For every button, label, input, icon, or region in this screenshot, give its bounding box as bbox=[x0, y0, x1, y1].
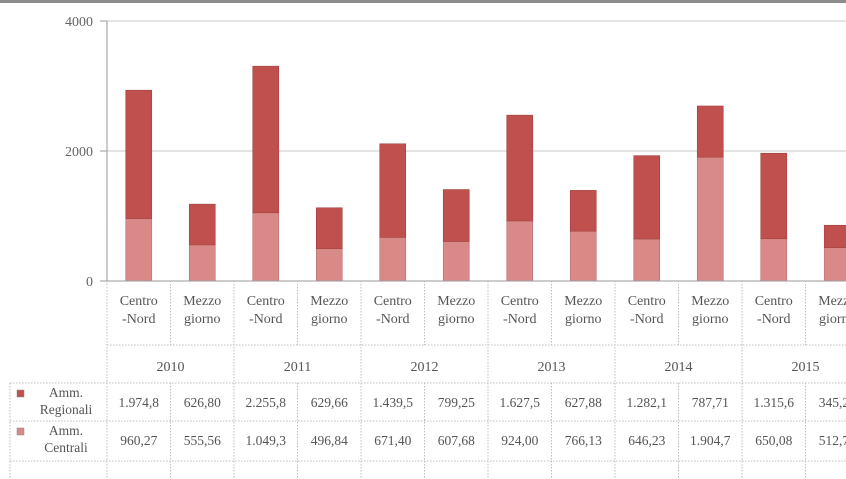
bar-amm-regionali bbox=[569, 190, 597, 232]
bar-amm-centrali bbox=[760, 238, 788, 282]
bar-amm-regionali bbox=[379, 143, 407, 238]
bar-amm-centrali bbox=[569, 230, 597, 282]
table-cell-value: 607,68 bbox=[438, 433, 475, 448]
category-label-line2: giorno bbox=[184, 312, 221, 327]
bar-amm-regionali bbox=[188, 203, 216, 246]
bar-amm-centrali bbox=[252, 212, 280, 282]
y-tick-label: 4000 bbox=[65, 15, 93, 30]
y-tick-label: 0 bbox=[86, 275, 93, 290]
category-label-line1: Mezzo bbox=[183, 294, 221, 309]
bar-amm-regionali bbox=[315, 207, 343, 250]
series-name-line1: Amm. bbox=[49, 423, 83, 438]
data-table: Centro -Nord Mezzo giorno Centro -Nord Mezzo gi… bbox=[9, 281, 846, 479]
bar-amm-centrali bbox=[379, 237, 407, 282]
year-label: 2012 bbox=[411, 360, 439, 375]
legend-swatch bbox=[16, 389, 25, 398]
bar-amm-centrali bbox=[823, 247, 846, 282]
table-cell-value: 345,27 bbox=[819, 395, 846, 410]
series-name-line1: Amm. bbox=[49, 385, 83, 400]
bar-amm-centrali bbox=[696, 156, 724, 282]
category-label-line2: -Nord bbox=[376, 312, 409, 327]
table-cell-value: 496,84 bbox=[311, 433, 348, 448]
table-cell-value: 1.904,7 bbox=[690, 433, 731, 448]
table-cell-value: 646,23 bbox=[628, 433, 665, 448]
axis-layer: 0 2000 4000 bbox=[65, 15, 846, 290]
table-cell-value: 1.282,1 bbox=[627, 395, 668, 410]
bar-amm-centrali bbox=[633, 238, 661, 282]
bar-amm-regionali bbox=[506, 114, 534, 222]
category-label-line2: -Nord bbox=[757, 312, 790, 327]
category-label-line2: giorno bbox=[565, 312, 602, 327]
category-label-line1: Mezzo bbox=[691, 294, 729, 309]
year-label: 2011 bbox=[284, 360, 311, 375]
legend-swatch bbox=[16, 427, 25, 436]
table-cell-value: 787,71 bbox=[692, 395, 729, 410]
bar-amm-regionali bbox=[252, 65, 280, 214]
bar-amm-centrali bbox=[506, 220, 534, 282]
bar-amm-regionali bbox=[442, 189, 470, 242]
table-cell-value: 671,40 bbox=[374, 433, 411, 448]
year-label: 2010 bbox=[157, 360, 185, 375]
table-cell-value: 766,13 bbox=[565, 433, 602, 448]
category-label-line1: Mezzo bbox=[310, 294, 348, 309]
bar-amm-centrali bbox=[442, 241, 470, 282]
bar-amm-centrali bbox=[188, 244, 216, 282]
category-label-line2: giorno bbox=[692, 312, 729, 327]
bar-amm-regionali bbox=[823, 224, 846, 248]
category-label-line2: -Nord bbox=[630, 312, 663, 327]
table-cell-value: 1.049,3 bbox=[246, 433, 287, 448]
table-cell-value: 2.255,8 bbox=[246, 395, 287, 410]
bars-layer bbox=[125, 65, 846, 282]
category-label-line1: Centro bbox=[247, 294, 285, 309]
bar-amm-regionali bbox=[633, 155, 661, 240]
year-label: 2013 bbox=[538, 360, 566, 375]
category-label-line1: Centro bbox=[374, 294, 412, 309]
table-cell-value: 1.627,5 bbox=[500, 395, 541, 410]
category-label-line1: Mezzo bbox=[818, 294, 846, 309]
table-cell-value: 512,71 bbox=[819, 433, 846, 448]
year-label: 2014 bbox=[665, 360, 693, 375]
table-cell-value: 650,08 bbox=[755, 433, 792, 448]
table-cell-value: 960,27 bbox=[120, 433, 157, 448]
table-cell-value: 627,88 bbox=[565, 395, 602, 410]
table-cell-value: 1.974,8 bbox=[119, 395, 160, 410]
bar-amm-centrali bbox=[125, 218, 153, 282]
y-tick-label: 2000 bbox=[65, 145, 93, 160]
bar-amm-regionali bbox=[760, 152, 788, 240]
category-label-line1: Centro bbox=[628, 294, 666, 309]
year-label: 2015 bbox=[792, 360, 820, 375]
table-cell-value: 629,66 bbox=[311, 395, 348, 410]
series-name-line2: Regionali bbox=[40, 402, 93, 417]
category-label-line2: -Nord bbox=[249, 312, 282, 327]
category-label-line1: Mezzo bbox=[437, 294, 475, 309]
category-label-line2: -Nord bbox=[122, 312, 155, 327]
category-label-line2: giorno bbox=[819, 312, 846, 327]
table-cell-value: 1.315,6 bbox=[754, 395, 795, 410]
table-cell-value: 626,80 bbox=[184, 395, 221, 410]
category-label-line1: Centro bbox=[501, 294, 539, 309]
bar-amm-regionali bbox=[696, 105, 724, 158]
category-label-line2: -Nord bbox=[503, 312, 536, 327]
table-cell-value: 924,00 bbox=[501, 433, 538, 448]
category-label-line1: Centro bbox=[755, 294, 793, 309]
series-name-line2: Centrali bbox=[44, 440, 88, 455]
table-cell-value: 555,56 bbox=[184, 433, 221, 448]
category-label-line2: giorno bbox=[311, 312, 348, 327]
table-cell-value: 1.439,5 bbox=[373, 395, 414, 410]
bar-amm-regionali bbox=[125, 89, 153, 219]
category-label-line1: Mezzo bbox=[564, 294, 602, 309]
category-label-line1: Centro bbox=[120, 294, 158, 309]
category-label-line2: giorno bbox=[438, 312, 475, 327]
table-cell-value: 799,25 bbox=[438, 395, 475, 410]
bar-amm-centrali bbox=[315, 248, 343, 282]
